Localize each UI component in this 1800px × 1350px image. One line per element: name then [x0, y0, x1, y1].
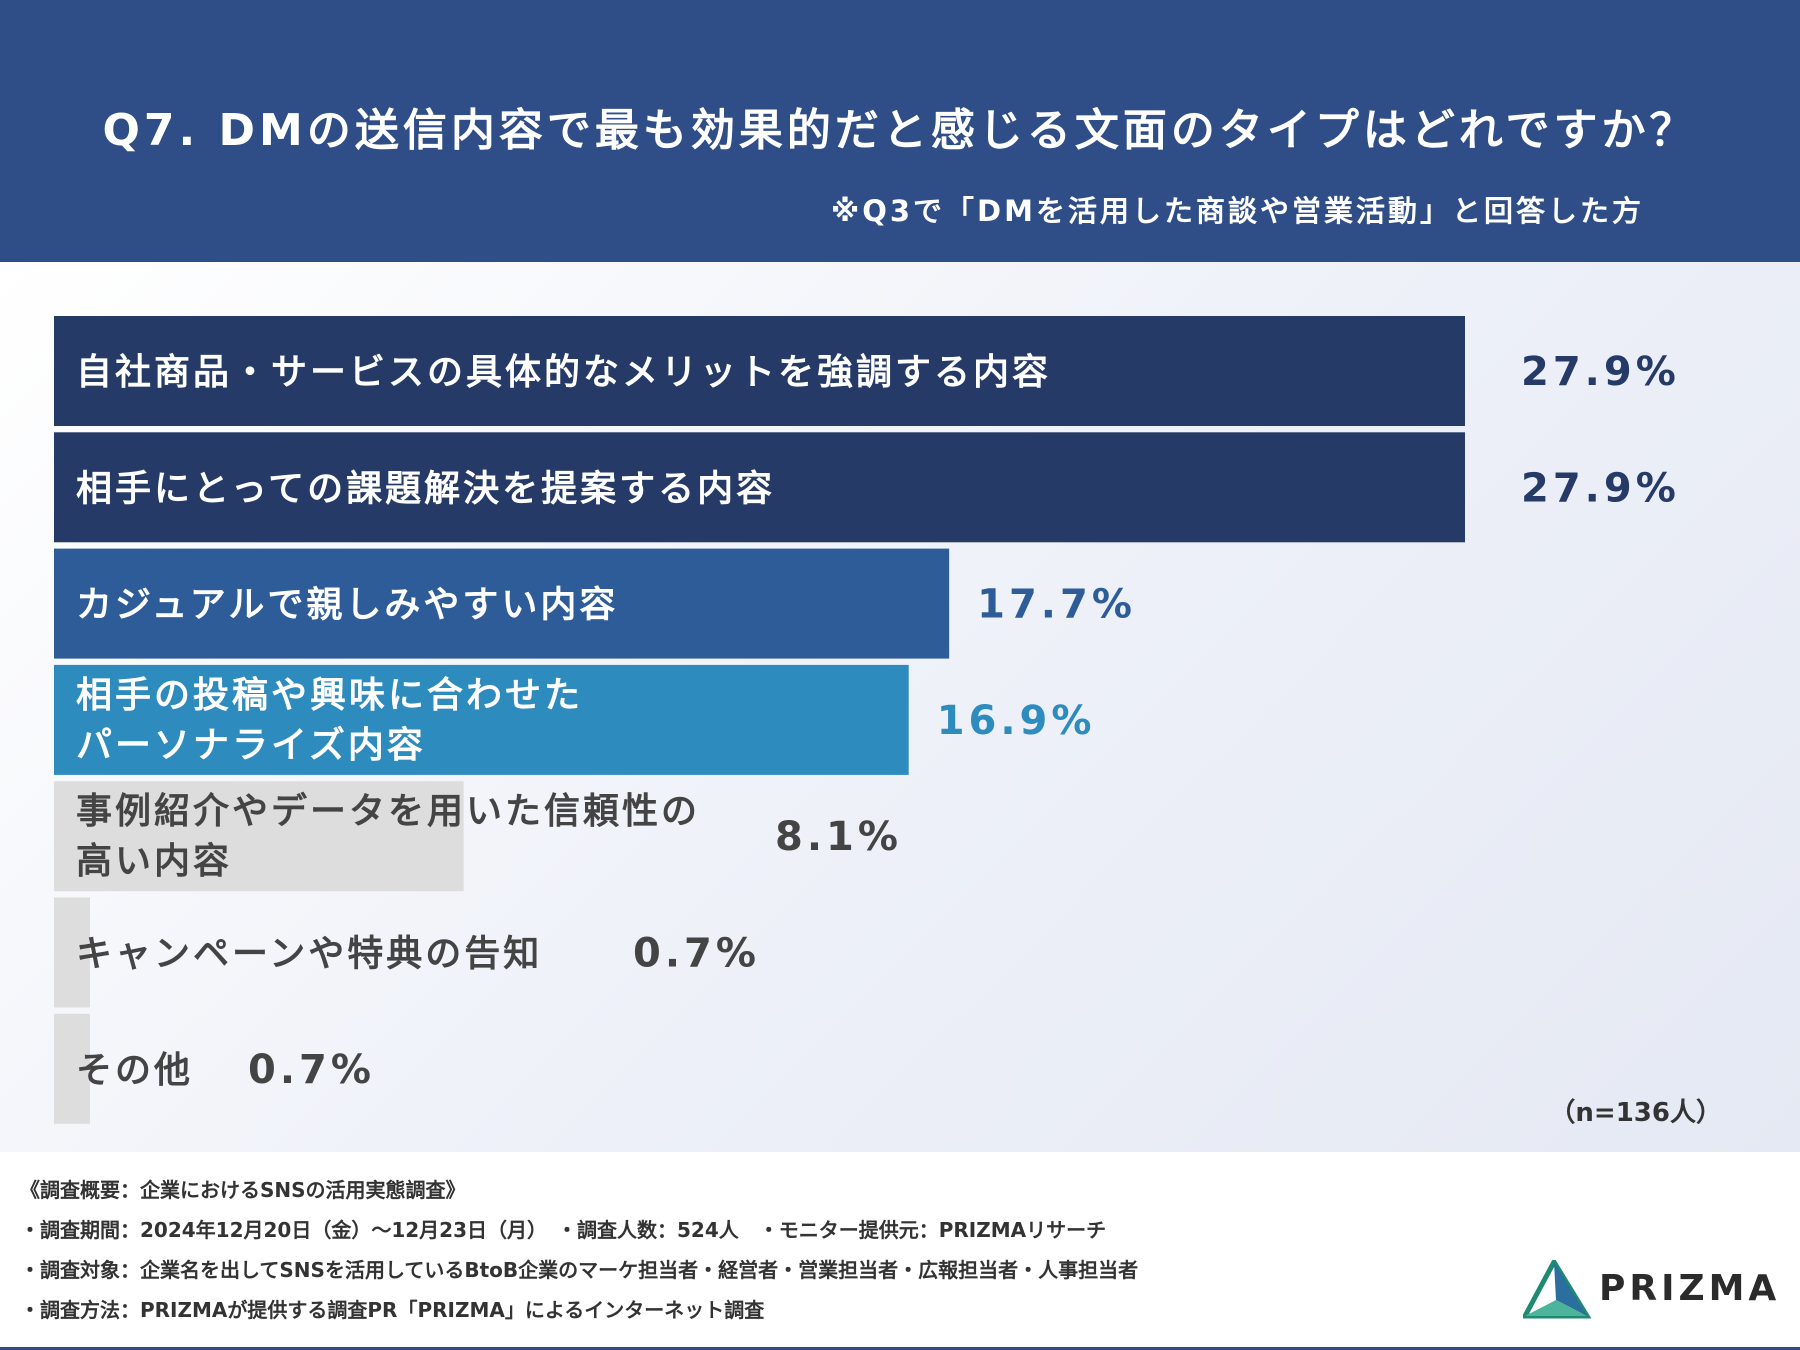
- value-label: 16.9%: [937, 698, 1096, 744]
- bar: [54, 897, 90, 1008]
- survey-period-line: ・調査期間：2024年12月20日（金）〜12月23日（月） ・調査人数：524…: [20, 1218, 1107, 1242]
- category-label: その他: [76, 1050, 193, 1091]
- bar: [54, 316, 1465, 426]
- category-label: カジュアルで親しみやすい内容: [76, 585, 618, 626]
- survey-method-line: ・調査方法：PRIZMAが提供する調査PR「PRIZMA」によるインターネット調…: [20, 1298, 765, 1322]
- category-label: 相手の投稿や興味に合わせたパーソナライズ内容: [76, 675, 583, 766]
- header-banner: Q7. DMの送信内容で最も効果的だと感じる文面のタイプはどれですか？ ※Q3で…: [0, 0, 1800, 262]
- respondent-note: ※Q3で「DMを活用した商談や営業活動」と回答した方: [831, 194, 1644, 228]
- value-label: 8.1%: [775, 814, 902, 860]
- category-label: 相手にとっての課題解決を提案する内容: [76, 468, 775, 509]
- prizma-logo-icon: [1520, 1256, 1592, 1319]
- chart-area: 自社商品・サービスの具体的なメリットを強調する内容 27.9% 相手にとっての課題解…: [0, 262, 1800, 1152]
- prizma-logo-text: PRIZMA: [1599, 1268, 1781, 1309]
- survey-target-line: ・調査対象：企業名を出してSNSを活用しているBtoB企業のマーケ担当者・経営者…: [20, 1258, 1139, 1282]
- survey-footer: 《調査概要：企業におけるSNSの活用実態調査》 ・調査期間：2024年12月20…: [0, 1152, 1800, 1350]
- bar: [54, 548, 950, 659]
- bar-chart: 自社商品・サービスの具体的なメリットを強調する内容 27.9% 相手にとっての課題解…: [54, 316, 1680, 1124]
- bar: [54, 664, 909, 775]
- question-title: Q7. DMの送信内容で最も効果的だと感じる文面のタイプはどれですか？: [102, 105, 1698, 156]
- category-label: キャンペーンや特典の告知: [76, 934, 542, 975]
- survey-summary-heading: 《調査概要：企業におけるSNSの活用実態調査》: [20, 1178, 466, 1202]
- category-label: 自社商品・サービスの具体的なメリットを強調する内容: [76, 352, 1051, 393]
- category-label: 事例紹介やデータを用いた信頼性の高い内容: [76, 790, 700, 882]
- bar: [54, 781, 464, 892]
- value-label: 0.7%: [633, 931, 760, 977]
- bar: [54, 432, 1465, 543]
- value-label: 27.9%: [1521, 349, 1680, 395]
- value-label: 0.7%: [248, 1047, 375, 1093]
- sample-size-note: （n=136人）: [1549, 1098, 1722, 1128]
- value-label: 27.9%: [1521, 465, 1680, 511]
- bar: [54, 1013, 90, 1124]
- footer-divider: [0, 1347, 1800, 1350]
- value-label: 17.7%: [977, 582, 1136, 628]
- prizma-logo: PRIZMA: [1520, 1256, 1781, 1320]
